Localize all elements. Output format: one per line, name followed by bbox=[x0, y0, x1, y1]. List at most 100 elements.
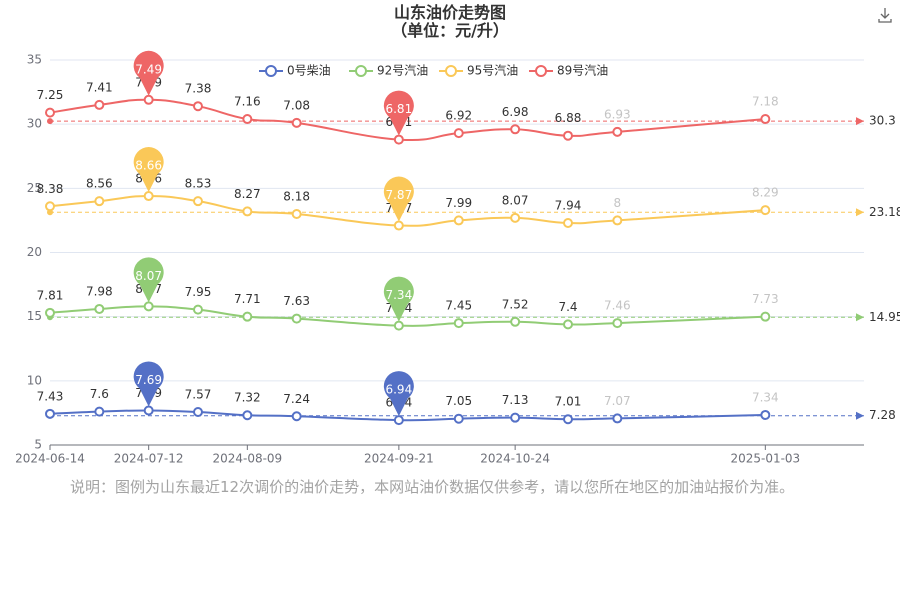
data-point bbox=[45, 201, 55, 212]
data-point bbox=[291, 313, 302, 324]
average-label: 30.3 bbox=[869, 114, 896, 128]
x-tick-label: 2024-07-12 bbox=[114, 452, 184, 466]
average-line-arrow bbox=[856, 117, 864, 126]
data-point bbox=[760, 114, 771, 125]
data-label: 8.53 bbox=[185, 177, 212, 191]
data-label: 7.32 bbox=[234, 391, 261, 405]
y-tick-label: 10 bbox=[27, 373, 42, 387]
data-label: 7.99 bbox=[445, 196, 472, 210]
legend-marker bbox=[535, 65, 547, 77]
data-point bbox=[143, 405, 154, 416]
average-label: 14.95 bbox=[869, 310, 900, 324]
average-line-arrow bbox=[856, 411, 864, 420]
data-label: 6.88 bbox=[555, 111, 582, 125]
data-point bbox=[510, 124, 521, 135]
pin-label: 8.07 bbox=[135, 269, 162, 283]
disclaimer-note: 说明：图例为山东最近12次调价的油价走势，本网站油价数据仅供参考，请以您所在地区… bbox=[70, 478, 795, 496]
marker-pin: 7.34 bbox=[383, 276, 414, 322]
data-label: 8.27 bbox=[234, 187, 261, 201]
data-point bbox=[242, 311, 253, 322]
average-line-arrow bbox=[856, 208, 864, 217]
data-point bbox=[453, 128, 464, 139]
marker-pin: 6.94 bbox=[383, 371, 414, 417]
data-label: 8.29 bbox=[752, 186, 779, 200]
data-point bbox=[612, 215, 623, 226]
x-tick-label: 2025-01-03 bbox=[730, 452, 800, 466]
data-point bbox=[291, 411, 302, 422]
data-point bbox=[143, 191, 154, 202]
x-tick-label: 2024-09-21 bbox=[364, 452, 434, 466]
pin-label: 7.49 bbox=[135, 62, 162, 76]
data-point bbox=[45, 107, 55, 118]
data-label: 7.08 bbox=[283, 98, 310, 112]
data-label: 7.16 bbox=[234, 95, 261, 109]
data-label: 8.18 bbox=[283, 190, 310, 204]
data-point bbox=[242, 206, 253, 217]
data-point bbox=[612, 126, 623, 137]
data-label: 7.07 bbox=[604, 394, 631, 408]
legend-marker bbox=[445, 65, 457, 77]
marker-pin: 7.87 bbox=[383, 176, 414, 222]
legend-label: 89号汽油 bbox=[557, 63, 608, 78]
data-label: 7.38 bbox=[185, 82, 212, 96]
pin-label: 8.66 bbox=[135, 159, 162, 173]
data-label: 7.94 bbox=[555, 198, 582, 212]
data-point bbox=[612, 318, 623, 329]
data-label: 6.93 bbox=[604, 107, 631, 121]
pin-shape bbox=[133, 50, 164, 96]
chart-title: 山东油价走势图 （单位：元/升） bbox=[0, 4, 900, 40]
data-label: 8.56 bbox=[86, 177, 113, 191]
legend-item: 0号柴油 bbox=[259, 64, 331, 78]
marker-pin: 6.81 bbox=[383, 90, 414, 136]
average-line-start bbox=[47, 118, 53, 125]
y-tick-label: 35 bbox=[27, 53, 42, 67]
data-point bbox=[393, 415, 404, 426]
pin-label: 7.34 bbox=[385, 288, 412, 302]
data-point bbox=[291, 209, 302, 219]
marker-pin: 7.69 bbox=[133, 361, 164, 407]
legend-marker bbox=[355, 65, 367, 77]
data-point bbox=[510, 412, 521, 423]
legend-item: 95号汽油 bbox=[439, 63, 518, 78]
data-point bbox=[94, 303, 105, 314]
data-point bbox=[563, 217, 573, 228]
legend-marker bbox=[265, 65, 277, 77]
y-tick-label: 25 bbox=[27, 181, 42, 195]
data-point bbox=[453, 215, 464, 226]
data-point bbox=[760, 205, 771, 216]
average-line-arrow bbox=[856, 313, 864, 322]
data-point bbox=[193, 304, 203, 315]
data-point bbox=[94, 99, 105, 110]
pin-shape bbox=[383, 90, 414, 136]
data-label: 8 bbox=[614, 196, 622, 210]
data-point bbox=[143, 94, 154, 105]
legend-label: 95号汽油 bbox=[467, 63, 518, 78]
data-label: 7.18 bbox=[752, 95, 779, 109]
data-point bbox=[563, 319, 573, 330]
data-label: 7.6 bbox=[90, 387, 109, 401]
data-point bbox=[760, 409, 771, 420]
data-point bbox=[143, 301, 154, 312]
pin-shape bbox=[133, 361, 164, 407]
marker-pin: 7.49 bbox=[133, 50, 164, 96]
pin-shape bbox=[133, 147, 164, 193]
data-point bbox=[760, 311, 771, 322]
x-tick-label: 2024-10-24 bbox=[480, 452, 550, 466]
data-point bbox=[94, 196, 105, 207]
data-point bbox=[45, 307, 55, 318]
data-label: 7.43 bbox=[37, 389, 64, 403]
pin-shape bbox=[133, 257, 164, 303]
pin-label: 6.94 bbox=[385, 383, 412, 397]
data-label: 7.4 bbox=[558, 300, 577, 314]
data-point bbox=[393, 220, 404, 231]
data-point bbox=[193, 196, 203, 207]
data-label: 7.24 bbox=[283, 392, 310, 406]
legend-label: 0号柴油 bbox=[287, 64, 331, 78]
pin-shape bbox=[383, 276, 414, 322]
y-tick-label: 20 bbox=[27, 245, 42, 259]
data-point bbox=[510, 212, 521, 223]
download-icon[interactable] bbox=[876, 6, 894, 24]
data-label: 8.07 bbox=[502, 193, 529, 207]
data-label: 7.25 bbox=[37, 88, 64, 102]
